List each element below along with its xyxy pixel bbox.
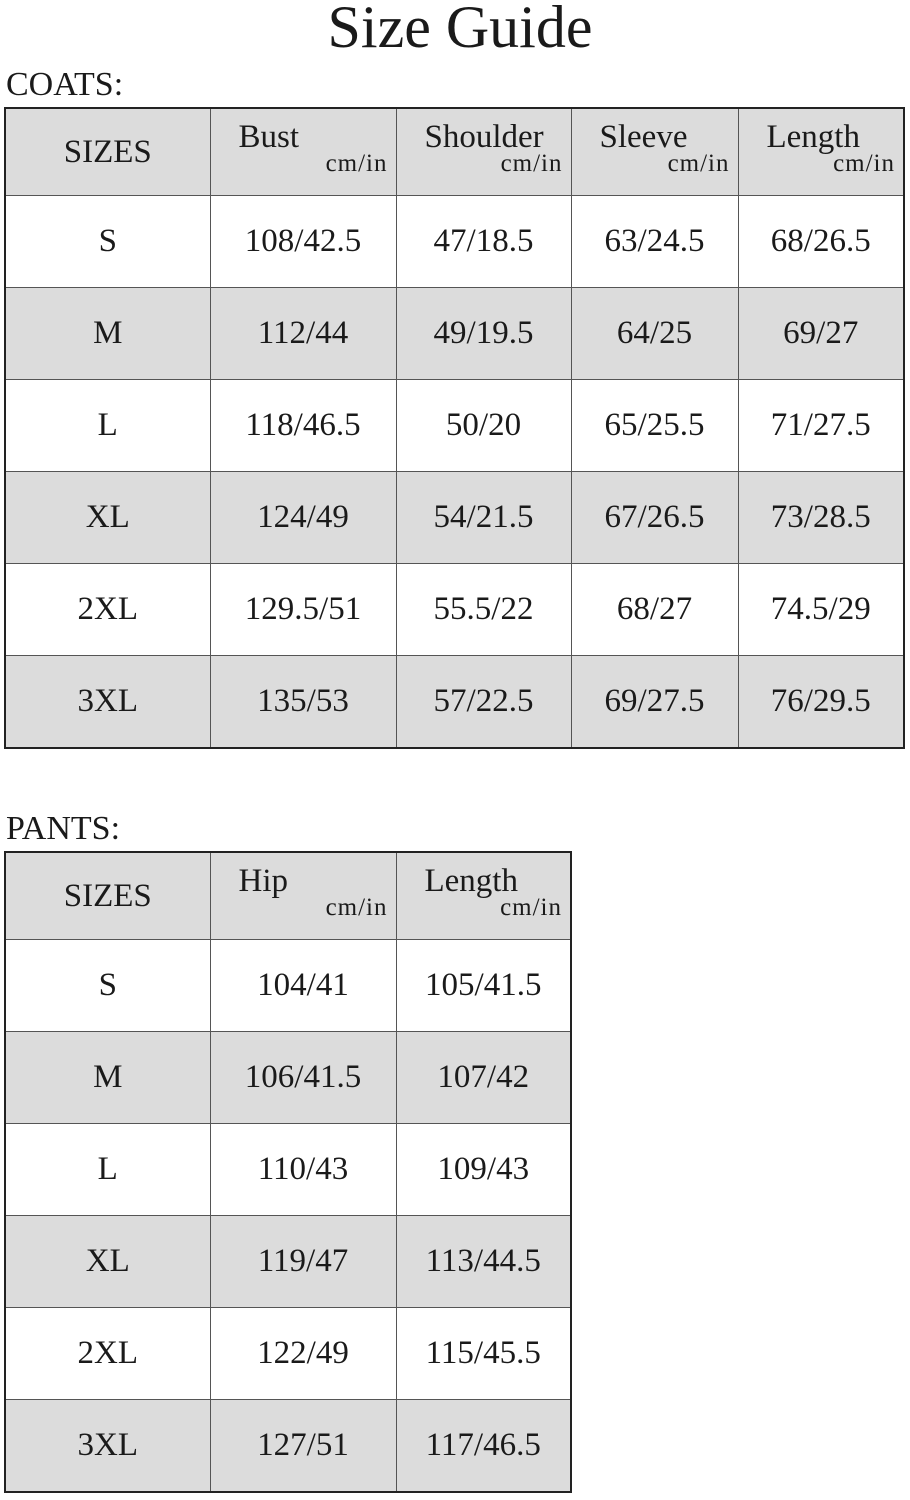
- measurement-cell: 135/53: [209, 655, 397, 749]
- column-unit: cm/in: [500, 150, 563, 177]
- size-cell: 3XL: [4, 655, 211, 749]
- measurement-cell: 74.5/29: [737, 563, 905, 656]
- table-row: 3XL 135/53 57/22.5 69/27.5 76/29.5: [4, 655, 905, 749]
- measurement-cell: 54/21.5: [395, 471, 572, 564]
- table-row: S 108/42.5 47/18.5 63/24.5 68/26.5: [4, 195, 905, 288]
- measurement-cell: 68/27: [570, 563, 739, 656]
- column-unit: cm/in: [667, 150, 730, 177]
- table-row: L 110/43 109/43: [4, 1123, 572, 1216]
- table-row: M 112/44 49/19.5 64/25 69/27: [4, 287, 905, 380]
- measurement-cell: 129.5/51: [209, 563, 397, 656]
- column-header: Bust cm/in: [209, 107, 397, 196]
- measurement-cell: 49/19.5: [395, 287, 572, 380]
- column-unit: cm/in: [325, 894, 388, 921]
- size-cell: S: [4, 939, 211, 1032]
- measurement-cell: 55.5/22: [395, 563, 572, 656]
- measurement-cell: 109/43: [395, 1123, 572, 1216]
- measurement-cell: 113/44.5: [395, 1215, 572, 1308]
- pants-label: PANTS:: [6, 810, 121, 847]
- measurement-cell: 64/25: [570, 287, 739, 380]
- measurement-cell: 104/41: [209, 939, 397, 1032]
- column-name: Length: [766, 119, 860, 155]
- column-name: Sleeve: [599, 119, 688, 155]
- column-header: Length cm/in: [737, 107, 905, 196]
- measurement-cell: 119/47: [209, 1215, 397, 1308]
- measurement-cell: 67/26.5: [570, 471, 739, 564]
- size-cell: 3XL: [4, 1399, 211, 1493]
- measurement-cell: 118/46.5: [209, 379, 397, 472]
- measurement-cell: 50/20: [395, 379, 572, 472]
- table-row: L 118/46.5 50/20 65/25.5 71/27.5: [4, 379, 905, 472]
- column-unit: cm/in: [500, 894, 562, 921]
- table-row: 2XL 122/49 115/45.5: [4, 1307, 572, 1400]
- measurement-cell: 71/27.5: [737, 379, 905, 472]
- column-name: Shoulder: [424, 119, 544, 155]
- column-name: Length: [424, 863, 518, 899]
- measurement-cell: 105/41.5: [395, 939, 572, 1032]
- measurement-cell: 69/27.5: [570, 655, 739, 749]
- size-cell: L: [4, 1123, 211, 1216]
- table-row: M 106/41.5 107/42: [4, 1031, 572, 1124]
- measurement-cell: 127/51: [209, 1399, 397, 1493]
- sizes-header: SIZES: [4, 851, 211, 940]
- measurement-cell: 115/45.5: [395, 1307, 572, 1400]
- table-row: S 104/41 105/41.5: [4, 939, 572, 1032]
- column-name: Bust: [238, 119, 300, 155]
- measurement-cell: 65/25.5: [570, 379, 739, 472]
- page-title: Size Guide: [327, 0, 593, 60]
- size-cell: S: [4, 195, 211, 288]
- measurement-cell: 117/46.5: [395, 1399, 572, 1493]
- measurement-cell: 76/29.5: [737, 655, 905, 749]
- measurement-cell: 122/49: [209, 1307, 397, 1400]
- measurement-cell: 57/22.5: [395, 655, 572, 749]
- size-cell: M: [4, 1031, 211, 1124]
- size-cell: XL: [4, 1215, 211, 1308]
- table-row: XL 124/49 54/21.5 67/26.5 73/28.5: [4, 471, 905, 564]
- pants-header-row: SIZES Hip cm/in Length cm/in: [4, 851, 572, 940]
- table-row: XL 119/47 113/44.5: [4, 1215, 572, 1308]
- pants-table: SIZES Hip cm/in Length cm/in S 104/41 105/41.5 M…: [4, 851, 572, 1493]
- measurement-cell: 110/43: [209, 1123, 397, 1216]
- table-row: 3XL 127/51 117/46.5: [4, 1399, 572, 1493]
- measurement-cell: 63/24.5: [570, 195, 739, 288]
- size-cell: 2XL: [4, 1307, 211, 1400]
- measurement-cell: 124/49: [209, 471, 397, 564]
- size-cell: 2XL: [4, 563, 211, 656]
- measurement-cell: 69/27: [737, 287, 905, 380]
- table-row: 2XL 129.5/51 55.5/22 68/27 74.5/29: [4, 563, 905, 656]
- measurement-cell: 106/41.5: [209, 1031, 397, 1124]
- measurement-cell: 68/26.5: [737, 195, 905, 288]
- measurement-cell: 73/28.5: [737, 471, 905, 564]
- coats-header-row: SIZES Bust cm/in Shoulder cm/in Sleeve cm/in Le…: [4, 107, 905, 196]
- size-cell: L: [4, 379, 211, 472]
- size-cell: M: [4, 287, 211, 380]
- column-header: Hip cm/in: [209, 851, 397, 940]
- coats-label: COATS:: [6, 66, 124, 103]
- column-name: Hip: [238, 863, 289, 899]
- column-unit: cm/in: [325, 150, 388, 177]
- measurement-cell: 47/18.5: [395, 195, 572, 288]
- column-header: Sleeve cm/in: [570, 107, 739, 196]
- measurement-cell: 112/44: [209, 287, 397, 380]
- size-cell: XL: [4, 471, 211, 564]
- column-header: Length cm/in: [395, 851, 572, 940]
- column-header: Shoulder cm/in: [395, 107, 572, 196]
- coats-table: SIZES Bust cm/in Shoulder cm/in Sleeve cm/in Le…: [4, 107, 905, 749]
- sizes-header: SIZES: [4, 107, 211, 196]
- measurement-cell: 108/42.5: [209, 195, 397, 288]
- measurement-cell: 107/42: [395, 1031, 572, 1124]
- column-unit: cm/in: [833, 150, 895, 177]
